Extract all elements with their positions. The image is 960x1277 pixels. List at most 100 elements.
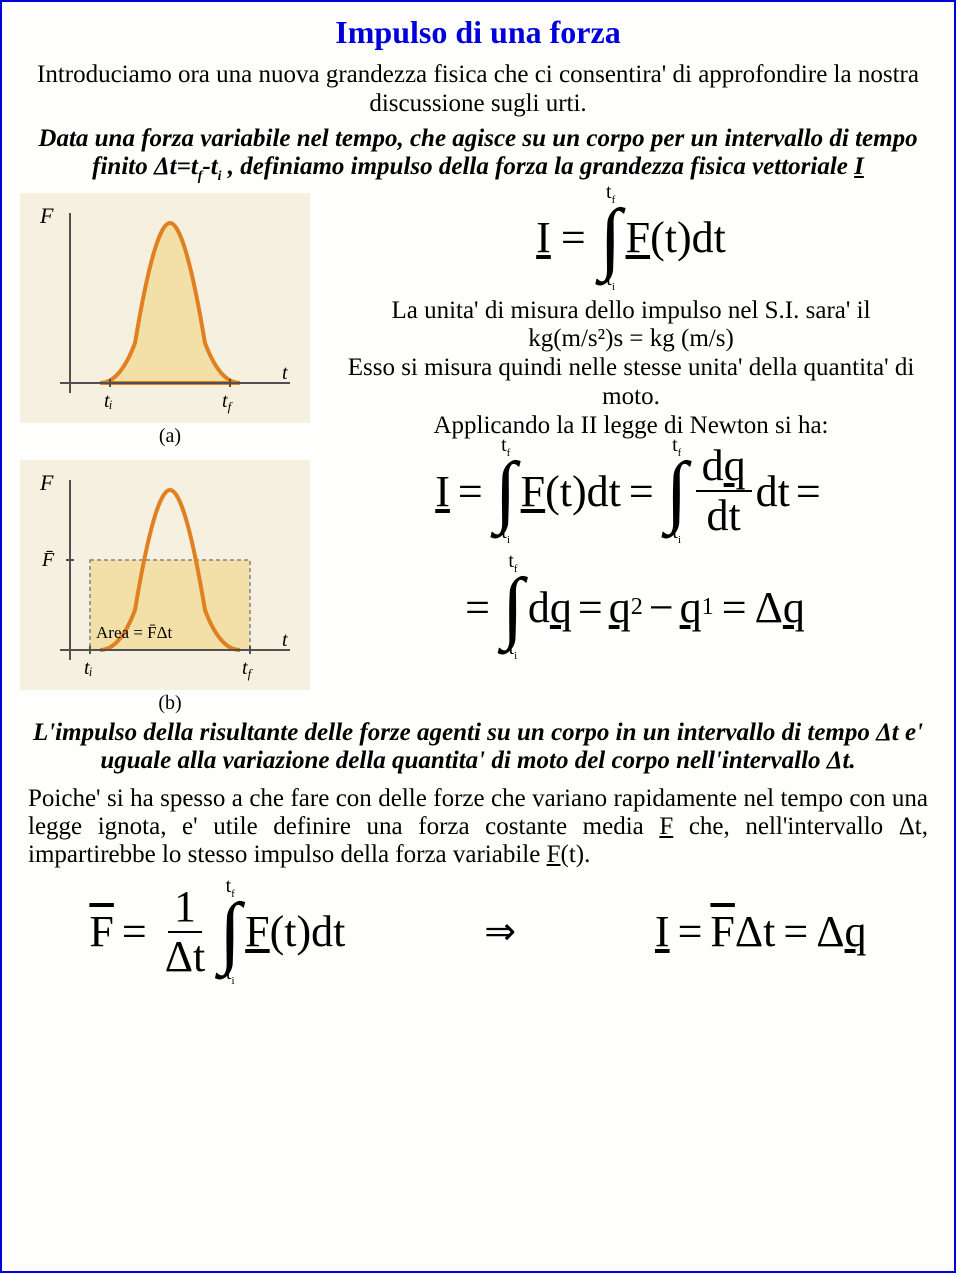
eq2-eq1: =: [458, 466, 483, 517]
eq3-minus: −: [649, 582, 674, 633]
eq1-lo-sub: i: [612, 281, 615, 293]
eq4-dq: q: [845, 906, 867, 957]
concl-dt2: Δt.: [827, 747, 856, 774]
eq3-s2: 2: [631, 593, 643, 621]
eq3-delta: Δ: [755, 582, 783, 633]
si-l2: kg(m/s²)s = kg (m/s): [528, 325, 734, 352]
si-l3: Esso si misura quindi nelle stesse unita…: [348, 354, 915, 410]
eq4-F: F: [245, 906, 269, 957]
fig-b-Fbar: F̄: [41, 549, 55, 571]
fig-b-area: Area = F̄Δt: [96, 623, 173, 642]
def-delta: Δt=t: [154, 153, 198, 180]
def-I: I: [854, 153, 864, 180]
conclusion: L'impulso della risultante delle forze a…: [30, 719, 926, 775]
eq3-eq1: =: [578, 582, 603, 633]
eq3-eq2: =: [722, 582, 747, 633]
equation-4a: F = 1 Δt tf ∫ ti F(t)dt: [89, 877, 345, 987]
eq4-dt: Δt: [159, 933, 212, 979]
equation-4b: I = FΔt = Δq: [655, 906, 867, 957]
def-minus: -t: [202, 153, 217, 180]
final-paragraph: Poiche' si ha spesso a che fare con dell…: [28, 785, 928, 869]
eq4-eq1: =: [122, 906, 147, 957]
eq4-Fbar2: F: [710, 906, 734, 957]
fig-b-ti: tᵢ: [84, 657, 93, 679]
eq3-ls: i: [514, 650, 517, 662]
eq3-s1: 1: [702, 593, 714, 621]
fig-a-F: F: [39, 203, 54, 228]
concl-pre: L'impulso della risultante delle forze a…: [33, 719, 876, 746]
eq2-int1: tf ∫ ti: [495, 436, 517, 546]
integral-symbol-2a: ∫: [495, 459, 517, 523]
page-title: Impulso di una forza: [20, 14, 936, 51]
final-Ft: F: [547, 841, 561, 868]
eq4-tdt: (t)dt: [270, 906, 346, 957]
eq2-eq2: =: [629, 466, 654, 517]
eq2-l2s: i: [678, 534, 681, 546]
eq2-F: F: [521, 466, 545, 517]
eq4-eq3: =: [783, 906, 808, 957]
final-t: (t).: [561, 841, 591, 868]
eq4-dt2: Δt: [735, 906, 776, 957]
equation-4-row: F = 1 Δt tf ∫ ti F(t)dt ⇒ I = FΔt =: [20, 877, 936, 987]
fig-b-F: F: [39, 470, 54, 495]
eq4-Fbar: F: [89, 906, 113, 957]
integral-symbol-4: ∫: [219, 900, 241, 964]
equation-1: I = tf ∫ ti F(t)dt: [326, 183, 936, 293]
equation-2: I = tf ∫ ti F(t)dt = tf ∫ ti dq: [326, 436, 936, 546]
eq3-eq0: =: [465, 582, 490, 633]
eq1-eq: =: [561, 212, 586, 263]
eq3-dq: q: [783, 582, 805, 633]
intro-text: Introduciamo ora una nuova grandezza fis…: [20, 61, 936, 119]
main-row: F tᵢ tf t (a) F F̄ Area = F̄Δt tᵢ: [20, 189, 936, 715]
eq4-eq2: =: [678, 906, 703, 957]
eq4-ls: i: [231, 975, 234, 987]
concl-dt: Δt: [876, 719, 899, 746]
figure-column: F tᵢ tf t (a) F F̄ Area = F̄Δt tᵢ: [20, 189, 326, 715]
def-post: , definiamo impulso della forza la grand…: [221, 153, 854, 180]
eq2-I: I: [435, 466, 450, 517]
fig-b-caption: (b): [20, 692, 320, 715]
equation-3: = tf ∫ ti dq = q2 − q1 = Δq: [326, 552, 936, 662]
eq4-arrow: ⇒: [484, 909, 516, 954]
fig-a-t: t: [282, 362, 288, 384]
definition-text: Data una forza variabile nel tempo, che …: [20, 125, 936, 183]
final-F: F: [659, 813, 673, 840]
eq3-q: q: [550, 582, 572, 633]
si-l1: La unita' di misura dello impulso nel S.…: [391, 297, 870, 324]
si-l4: Applicando la II legge di Newton si ha:: [433, 412, 828, 439]
integral-symbol-2b: ∫: [666, 459, 688, 523]
eq1-tdt: (t)dt: [650, 212, 726, 263]
eq2-int2: tf ∫ ti: [666, 436, 688, 546]
eq4-int: tf ∫ ti: [219, 877, 241, 987]
eq3-q1: q: [680, 582, 702, 633]
figure-a: F tᵢ tf t: [20, 193, 310, 423]
integral-symbol-3: ∫: [502, 575, 524, 639]
fig-b-t: t: [282, 629, 288, 651]
page-frame: Impulso di una forza Introduciamo ora un…: [0, 0, 956, 1273]
fig-gap: [20, 448, 320, 460]
eq4-I: I: [655, 906, 670, 957]
text-column: I = tf ∫ ti F(t)dt La unita' di misura d…: [326, 189, 936, 715]
fig-a-caption: (a): [20, 425, 320, 448]
eq3-int: tf ∫ ti: [502, 552, 524, 662]
si-block: La unita' di misura dello impulso nel S.…: [326, 297, 936, 441]
eq2-num-q: q: [724, 441, 746, 490]
fig-a-ti: tᵢ: [104, 390, 113, 412]
eq1-F: F: [626, 212, 650, 263]
eq2-eq3: =: [796, 466, 821, 517]
eq4-frac: 1 Δt: [159, 885, 212, 979]
integral-symbol: ∫: [600, 206, 622, 270]
eq3-d: d: [528, 582, 550, 633]
figure-b: F F̄ Area = F̄Δt tᵢ tf t: [20, 460, 310, 690]
eq1-I: I: [536, 212, 551, 263]
eq1-integral: tf ∫ ti: [600, 183, 622, 293]
eq2-dt: dt: [756, 466, 790, 517]
eq2-l1s: i: [507, 534, 510, 546]
eq2-den: dt: [701, 492, 747, 538]
eq4-one: 1: [168, 885, 202, 933]
eq3-q2: q: [609, 582, 631, 633]
eq4-delta: Δ: [816, 906, 844, 957]
eq2-frac: dq dt: [696, 444, 752, 538]
eq2-num-d: d: [702, 441, 724, 490]
eq2-tdt: (t)dt: [545, 466, 621, 517]
